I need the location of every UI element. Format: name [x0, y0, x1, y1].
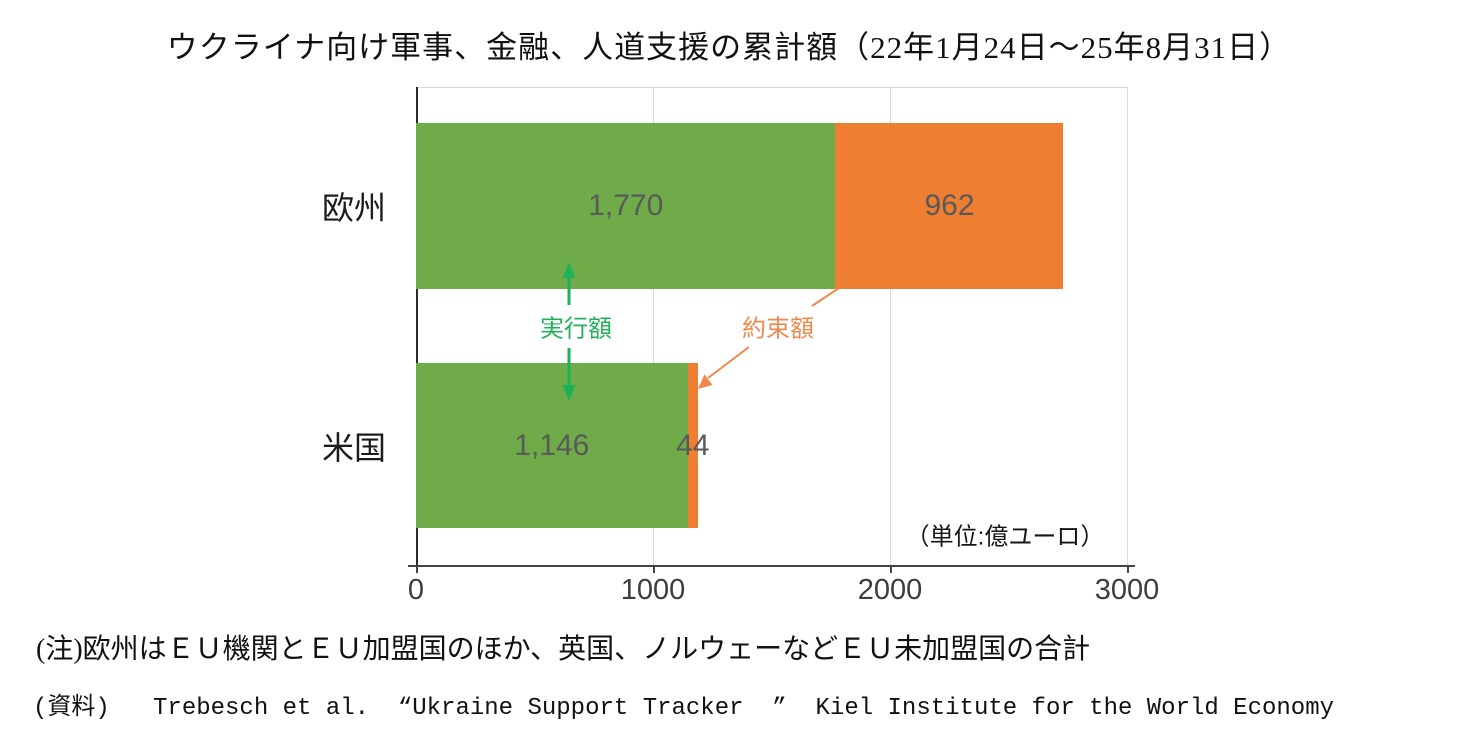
x-tick-mark: [890, 567, 892, 573]
source-line: (資料) Trebesch et al. “Ukraine Support Tr…: [33, 695, 1335, 722]
x-tick-mark: [416, 567, 418, 573]
legend-executed-label: 実行額: [540, 315, 612, 343]
y-axis-spine: [416, 87, 418, 565]
unit-label: （単位:億ユーロ）: [905, 523, 1105, 551]
legend-committed-label: 約束額: [742, 315, 814, 343]
committed-connector-lower: [707, 346, 750, 379]
x-tick-label: 0: [407, 574, 425, 606]
bar-segment-executed: [416, 123, 836, 289]
gridline: [653, 87, 654, 565]
x-axis-line: [408, 565, 1135, 567]
x-tick-label: 3000: [1094, 574, 1160, 606]
x-tick-mark: [1127, 567, 1129, 573]
category-label: 米国: [321, 429, 387, 466]
bar-value-label: 1,770: [588, 189, 664, 222]
bar-segment-committed: [687, 363, 699, 528]
footnote: (注)欧州はＥＵ機関とＥＵ加盟国のほか、英国、ノルウェーなどＥＵ未加盟国の合計: [36, 634, 1091, 665]
bar-segment-committed: [835, 123, 1064, 289]
bar-value-label: 44: [676, 428, 710, 462]
committed-connector-upper: [811, 287, 840, 307]
bar-value-label: 962: [924, 189, 975, 222]
x-tick-label: 1000: [620, 574, 686, 606]
bar-value-label: 1,146: [514, 428, 590, 462]
plot-top-border: [416, 87, 1127, 88]
x-tick-label: 2000: [857, 574, 923, 606]
gridline: [890, 87, 891, 565]
category-label: 欧州: [321, 190, 387, 226]
chart-title: ウクライナ向け軍事、金融、人道支援の累計額（22年1月24日～25年8月31日）: [166, 30, 1292, 65]
committed-connector-arrowhead: [698, 374, 713, 389]
gridline: [1127, 87, 1128, 565]
bar-segment-executed: [416, 363, 688, 528]
x-tick-mark: [653, 567, 655, 573]
